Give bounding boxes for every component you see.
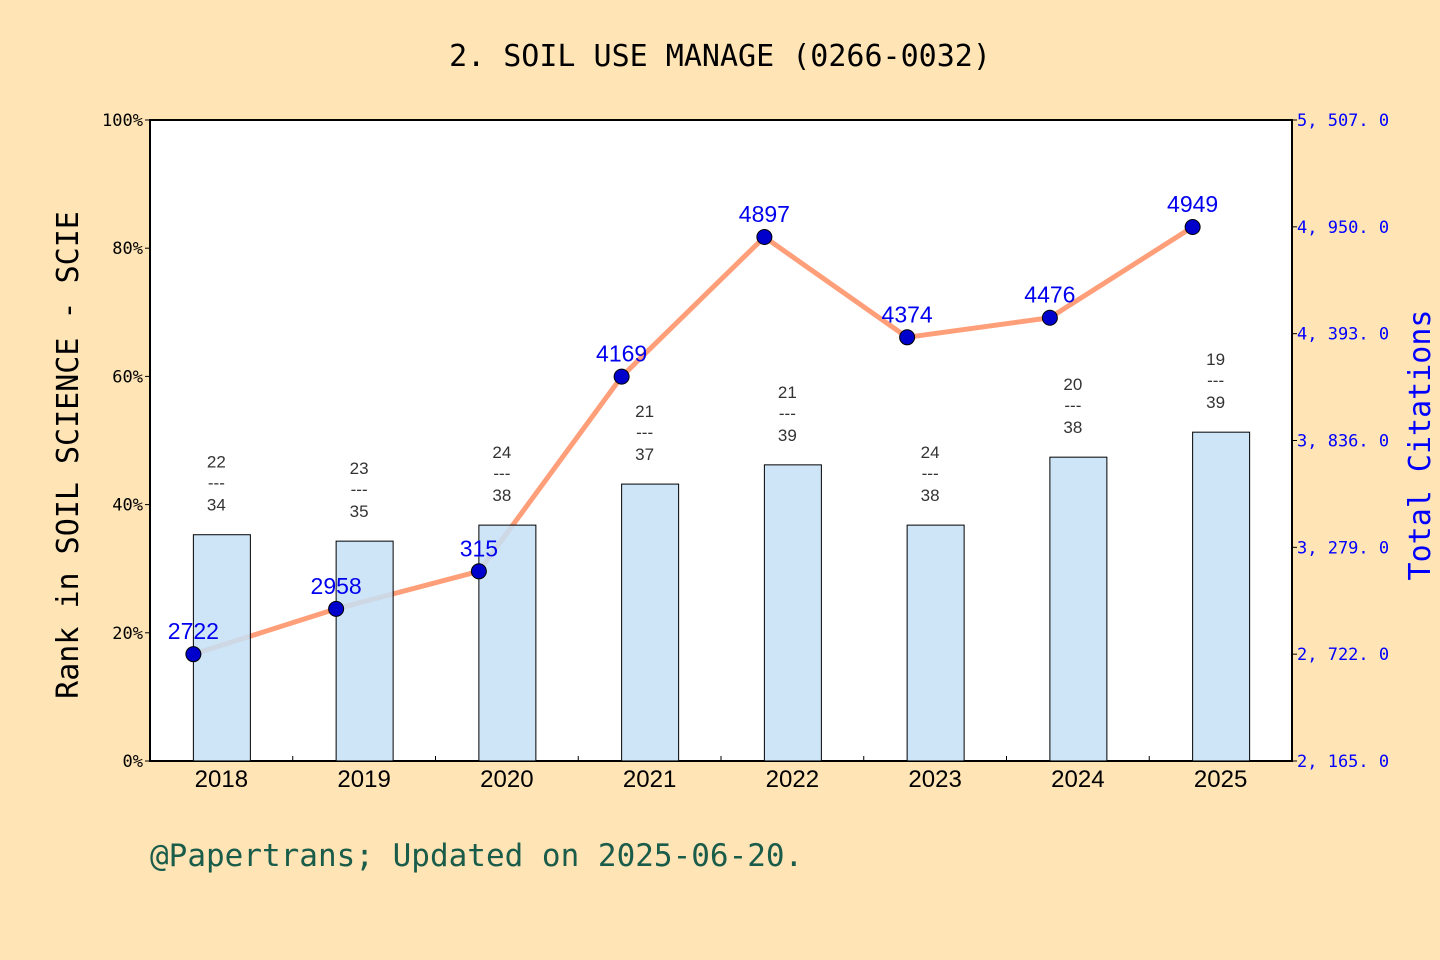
footer-credit: @Papertrans; Updated on 2025-06-20. bbox=[150, 838, 803, 874]
left-tick-label: 20% bbox=[112, 624, 143, 644]
rank-position-label: 24 bbox=[492, 443, 511, 462]
x-tick-label: 2023 bbox=[908, 766, 961, 793]
citation-label: 4169 bbox=[596, 341, 647, 367]
left-tick-label: 0% bbox=[123, 752, 143, 772]
rank-divider: --- bbox=[779, 404, 796, 423]
rank-divider: --- bbox=[922, 464, 939, 483]
citation-label: 4897 bbox=[739, 201, 790, 227]
citation-label: 4476 bbox=[1024, 282, 1075, 308]
x-tick-label: 2025 bbox=[1194, 766, 1247, 793]
rank-total-label: 34 bbox=[207, 496, 226, 515]
citation-marker bbox=[1184, 219, 1201, 236]
rank-bar bbox=[1192, 431, 1251, 762]
x-tick-label: 2020 bbox=[480, 766, 533, 793]
right-tick-label: 4, 950. 0 bbox=[1297, 218, 1389, 238]
citation-marker bbox=[470, 563, 487, 580]
citation-label: 315 bbox=[460, 535, 498, 561]
citation-label: 4374 bbox=[882, 301, 933, 327]
rank-bar bbox=[192, 534, 251, 762]
rank-position-label: 20 bbox=[1063, 375, 1082, 394]
x-tick-label: 2019 bbox=[337, 766, 390, 793]
citation-markers bbox=[185, 219, 1201, 663]
citation-label: 2958 bbox=[311, 573, 362, 599]
rank-total-label: 38 bbox=[492, 486, 511, 505]
rank-position-label: 19 bbox=[1206, 350, 1225, 369]
citation-label: 4949 bbox=[1167, 191, 1218, 217]
right-tick-label: 2, 165. 0 bbox=[1297, 752, 1389, 772]
rank-divider: --- bbox=[208, 474, 225, 493]
rank-position-label: 21 bbox=[635, 402, 654, 421]
x-tick-label: 2024 bbox=[1051, 766, 1104, 793]
data-labels: 22 --- 34 23 --- 35 24 --- 38 21 --- 37 21 --- 39 24 ---… bbox=[168, 191, 1225, 644]
rank-total-label: 35 bbox=[350, 502, 369, 521]
right-tick-label: 3, 836. 0 bbox=[1297, 432, 1389, 452]
left-tick-label: 100% bbox=[102, 111, 143, 131]
citation-marker bbox=[613, 368, 630, 385]
x-tick-label: 2021 bbox=[623, 766, 676, 793]
rank-divider: --- bbox=[1207, 371, 1224, 390]
left-axis-label: Rank in SOIL SCIENCE - SCIE bbox=[51, 211, 86, 699]
x-tick-label: 2022 bbox=[766, 766, 819, 793]
right-axis-label: Total Citations bbox=[1403, 310, 1438, 581]
rank-bar bbox=[906, 524, 965, 762]
left-tick-label: 80% bbox=[112, 239, 143, 259]
rank-divider: --- bbox=[1064, 396, 1081, 415]
rank-total-label: 39 bbox=[778, 426, 797, 445]
x-tick-label: 2018 bbox=[195, 766, 248, 793]
citation-marker bbox=[185, 646, 202, 663]
rank-bar bbox=[1049, 456, 1108, 762]
rank-total-label: 39 bbox=[1206, 393, 1225, 412]
citation-marker bbox=[756, 228, 773, 245]
rank-position-label: 21 bbox=[778, 383, 797, 402]
left-tick-label: 60% bbox=[112, 367, 143, 387]
rank-divider: --- bbox=[493, 464, 510, 483]
rank-total-label: 37 bbox=[635, 445, 654, 464]
right-tick-label: 5, 507. 0 bbox=[1297, 111, 1389, 131]
right-tick-label: 3, 279. 0 bbox=[1297, 538, 1389, 558]
rank-bar bbox=[621, 483, 680, 762]
citation-marker bbox=[899, 329, 916, 346]
citation-label: 2722 bbox=[168, 618, 219, 644]
rank-bar bbox=[763, 464, 822, 762]
rank-bars bbox=[192, 431, 1251, 762]
plot-area bbox=[149, 119, 1293, 762]
right-tick-label: 4, 393. 0 bbox=[1297, 325, 1389, 345]
citation-marker bbox=[1041, 309, 1058, 326]
citation-marker bbox=[328, 600, 345, 617]
rank-bar bbox=[335, 540, 394, 762]
left-tick-label: 40% bbox=[112, 496, 143, 516]
rank-position-label: 22 bbox=[207, 453, 226, 472]
right-tick-label: 2, 722. 0 bbox=[1297, 645, 1389, 665]
rank-position-label: 24 bbox=[921, 443, 940, 462]
axes: 0% 20% 40% 60% 80% 100% 2, 165. 0 2, 722. 0 3, 2… bbox=[102, 111, 1389, 793]
rank-bar bbox=[478, 524, 537, 762]
chart-title: 2. SOIL USE MANAGE (0266-0032) bbox=[449, 39, 991, 74]
rank-total-label: 38 bbox=[921, 486, 940, 505]
rank-position-label: 23 bbox=[350, 459, 369, 478]
rank-divider: --- bbox=[636, 423, 653, 442]
rank-total-label: 38 bbox=[1063, 418, 1082, 437]
rank-divider: --- bbox=[351, 480, 368, 499]
